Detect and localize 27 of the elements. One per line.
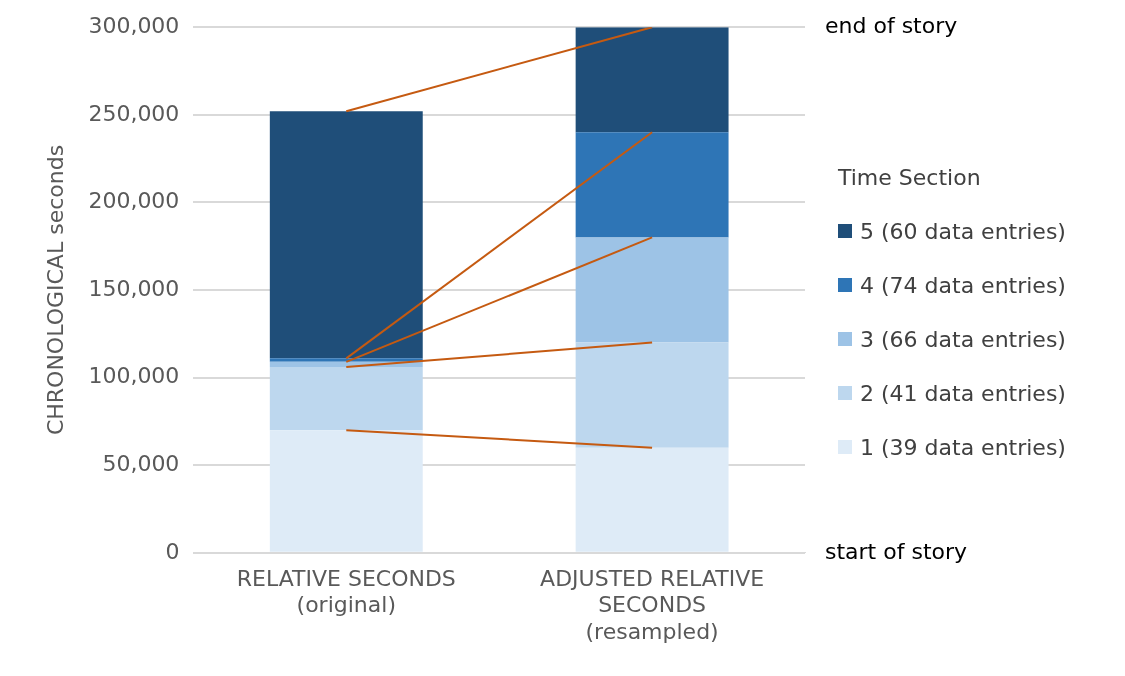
bar <box>269 358 423 362</box>
bar <box>269 111 423 359</box>
legend-label: 2 (41 data entries) <box>860 380 1066 406</box>
legend-label: 3 (66 data entries) <box>860 326 1066 352</box>
bar <box>269 430 423 552</box>
x-tick-label: RELATIVE SECONDS (original) <box>236 565 456 618</box>
y-tick-label: 50,000 <box>102 450 180 476</box>
y-tick-label: 150,000 <box>88 275 180 301</box>
legend-title: Time Section <box>838 165 982 190</box>
y-tick-label: 300,000 <box>88 12 180 38</box>
text: start of story <box>825 538 968 564</box>
y-tick-label: 200,000 <box>88 188 180 214</box>
bar <box>575 237 729 343</box>
bar <box>575 447 729 552</box>
legend-label: 4 (74 data entries) <box>860 272 1066 298</box>
y-axis-title: CHRONOLOGICAL seconds <box>42 144 68 436</box>
bar <box>575 342 729 448</box>
y-tick-label: 250,000 <box>88 100 180 126</box>
legend-label: 5 (60 data entries) <box>860 218 1066 244</box>
text: end of story <box>825 12 958 38</box>
legend-label: 1 (39 data entries) <box>860 434 1066 460</box>
bar <box>575 132 729 238</box>
y-tick-label: 0 <box>165 538 180 564</box>
y-tick-label: 100,000 <box>88 363 180 389</box>
bar <box>269 367 423 431</box>
x-tick-label: ADJUSTED RELATIVE SECONDS (resampled) <box>540 565 765 644</box>
bar <box>575 27 729 133</box>
